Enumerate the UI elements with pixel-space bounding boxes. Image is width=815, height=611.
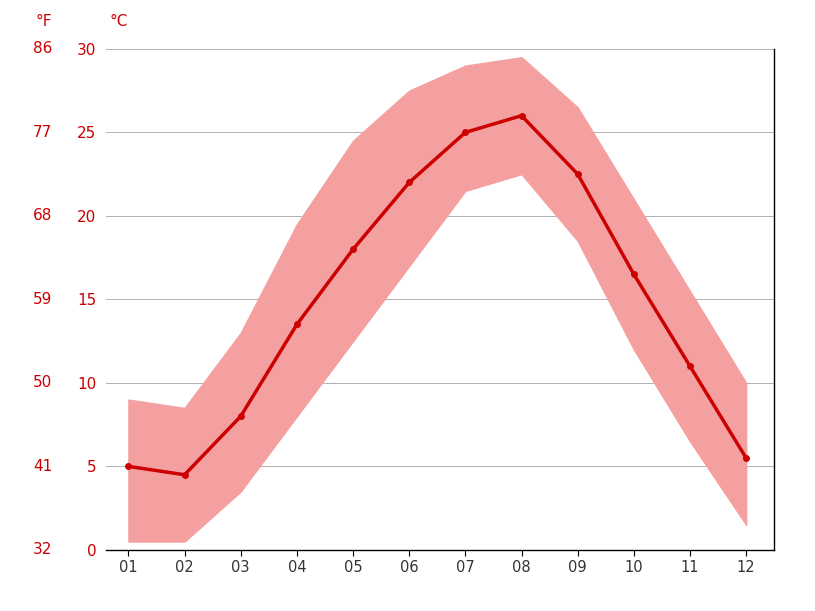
Text: 50: 50 [33, 375, 52, 390]
Text: 41: 41 [33, 459, 52, 474]
Text: 59: 59 [33, 292, 52, 307]
Text: 68: 68 [33, 208, 52, 224]
Text: 86: 86 [33, 42, 52, 56]
Text: 32: 32 [33, 543, 52, 557]
Text: °C: °C [109, 14, 128, 29]
Text: °F: °F [36, 14, 52, 29]
Text: 77: 77 [33, 125, 52, 140]
